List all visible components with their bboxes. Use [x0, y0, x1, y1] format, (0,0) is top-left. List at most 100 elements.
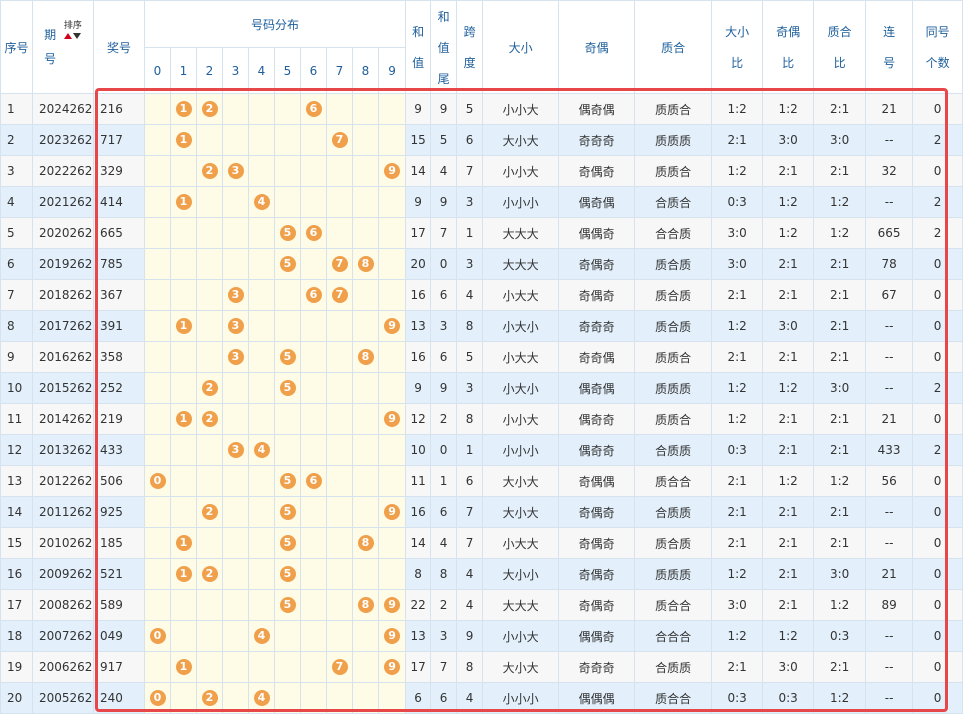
distribution-cell-2 [196, 279, 223, 311]
distribution-cell-0 [144, 217, 171, 249]
period-cell: 2016262 [32, 341, 94, 373]
distribution-cell-9: 9 [377, 496, 407, 528]
same-count-cell: 0 [912, 651, 964, 683]
distribution-cell-2 [196, 124, 223, 156]
size-ratio-cell: 1:2 [711, 372, 764, 404]
consecutive-cell: -- [865, 496, 914, 528]
distribution-cell-1: 1 [170, 558, 197, 590]
table-row: 2 2023262 717 1 7 15 5 6 大小大 奇奇奇 质质质 2:1 3:0 3:0 -- 2 [0, 124, 964, 156]
seq-cell: 5 [0, 217, 33, 249]
sum-cell: 17 [405, 217, 432, 249]
distribution-cell-0 [144, 248, 171, 280]
digit-ball: 1 [175, 194, 192, 210]
distribution-cell-5 [274, 186, 301, 218]
size-ratio-cell: 3:0 [711, 248, 764, 280]
span-cell: 5 [456, 341, 484, 373]
sum-cell: 13 [405, 620, 432, 652]
parity-pattern-cell: 奇奇奇 [558, 310, 636, 342]
sort-down-icon[interactable] [72, 33, 81, 39]
distribution-cell-1: 1 [170, 651, 197, 683]
distribution-cell-2: 2 [196, 682, 223, 714]
table-row: 8 2017262 391 1 3 9 13 3 8 小大小 奇奇奇 质合质 1:2 3:0 2:1 -- 0 [0, 310, 964, 342]
sum-tail-cell: 5 [430, 124, 458, 156]
col-period-header[interactable]: 期 排序 号 [32, 0, 94, 94]
distribution-cell-5 [274, 155, 301, 187]
distribution-cell-0 [144, 310, 171, 342]
distribution-cell-3 [222, 93, 249, 125]
distribution-cell-5 [274, 279, 301, 311]
distribution-cell-4 [248, 279, 275, 311]
sum-cell: 17 [405, 651, 432, 683]
parity-ratio-cell: 2:1 [762, 155, 815, 187]
distribution-cell-4: 4 [248, 186, 275, 218]
distribution-cell-8 [352, 186, 379, 218]
distribution-cell-5 [274, 682, 301, 714]
size-pattern-cell: 小大大 [482, 527, 560, 559]
distribution-cell-7 [326, 682, 353, 714]
span-cell: 3 [456, 372, 484, 404]
sort-up-icon[interactable] [63, 33, 72, 39]
span-cell: 4 [456, 589, 484, 621]
table-row: 11 2014262 219 1 2 9 12 2 8 小小大 偶奇奇 质质合 1:2 2:1 2:1 21 0 [0, 403, 964, 435]
digit-ball: 9 [384, 597, 401, 613]
distribution-cell-7 [326, 372, 353, 404]
distribution-cell-1 [170, 341, 197, 373]
seq-cell: 16 [0, 558, 33, 590]
period-cell: 2005262 [32, 682, 94, 714]
distribution-cell-4 [248, 341, 275, 373]
distribution-cell-2: 2 [196, 403, 223, 435]
same-count-cell: 2 [912, 124, 964, 156]
distribution-cell-3 [222, 496, 249, 528]
distribution-cell-4 [248, 496, 275, 528]
distribution-cell-7: 7 [326, 651, 353, 683]
distribution-cell-7 [326, 186, 353, 218]
same-count-cell: 0 [912, 527, 964, 559]
prime-ratio-cell: 2:1 [813, 527, 867, 559]
distribution-cell-0 [144, 341, 171, 373]
consecutive-cell: 89 [865, 589, 914, 621]
sum-cell: 8 [405, 558, 432, 590]
span-cell: 7 [456, 496, 484, 528]
parity-ratio-cell: 2:1 [762, 434, 815, 466]
parity-ratio-cell: 1:2 [762, 372, 815, 404]
distribution-cell-4: 4 [248, 682, 275, 714]
sort-toggle[interactable]: 排序 [63, 21, 82, 39]
sum-tail-cell: 2 [430, 589, 458, 621]
distribution-cell-6: 6 [300, 279, 327, 311]
size-pattern-cell: 小小小 [482, 682, 560, 714]
prize-number-cell: 925 [93, 496, 145, 528]
distribution-cell-2 [196, 341, 223, 373]
sum-tail-cell: 6 [430, 279, 458, 311]
distribution-cell-9: 9 [377, 589, 407, 621]
period-cell: 2007262 [32, 620, 94, 652]
seq-cell: 2 [0, 124, 33, 156]
parity-pattern-cell: 奇偶奇 [558, 279, 636, 311]
distribution-cell-0 [144, 372, 171, 404]
size-pattern-cell: 大小大 [482, 496, 560, 528]
distribution-cell-4 [248, 310, 275, 342]
size-ratio-cell: 3:0 [711, 589, 764, 621]
distribution-cell-2: 2 [196, 372, 223, 404]
size-pattern-cell: 小大大 [482, 341, 560, 373]
parity-ratio-cell: 2:1 [762, 248, 815, 280]
distribution-cell-8 [352, 496, 379, 528]
sum-cell: 16 [405, 341, 432, 373]
distribution-cell-8 [352, 372, 379, 404]
size-pattern-cell: 大大大 [482, 589, 560, 621]
seq-cell: 3 [0, 155, 33, 187]
prime-ratio-cell: 2:1 [813, 279, 867, 311]
sum-cell: 16 [405, 496, 432, 528]
prime-pattern-cell: 质质质 [634, 124, 713, 156]
sort-arrows-icon[interactable] [63, 31, 82, 39]
distribution-cell-2: 2 [196, 93, 223, 125]
distribution-cell-9: 9 [377, 310, 407, 342]
distribution-cell-8 [352, 682, 379, 714]
distribution-cell-9 [377, 682, 407, 714]
size-ratio-cell: 0:3 [711, 434, 764, 466]
distribution-cell-9 [377, 248, 407, 280]
digit-ball: 9 [384, 163, 401, 179]
sum-tail-cell: 3 [430, 310, 458, 342]
seq-cell: 17 [0, 589, 33, 621]
distribution-cell-0 [144, 403, 171, 435]
